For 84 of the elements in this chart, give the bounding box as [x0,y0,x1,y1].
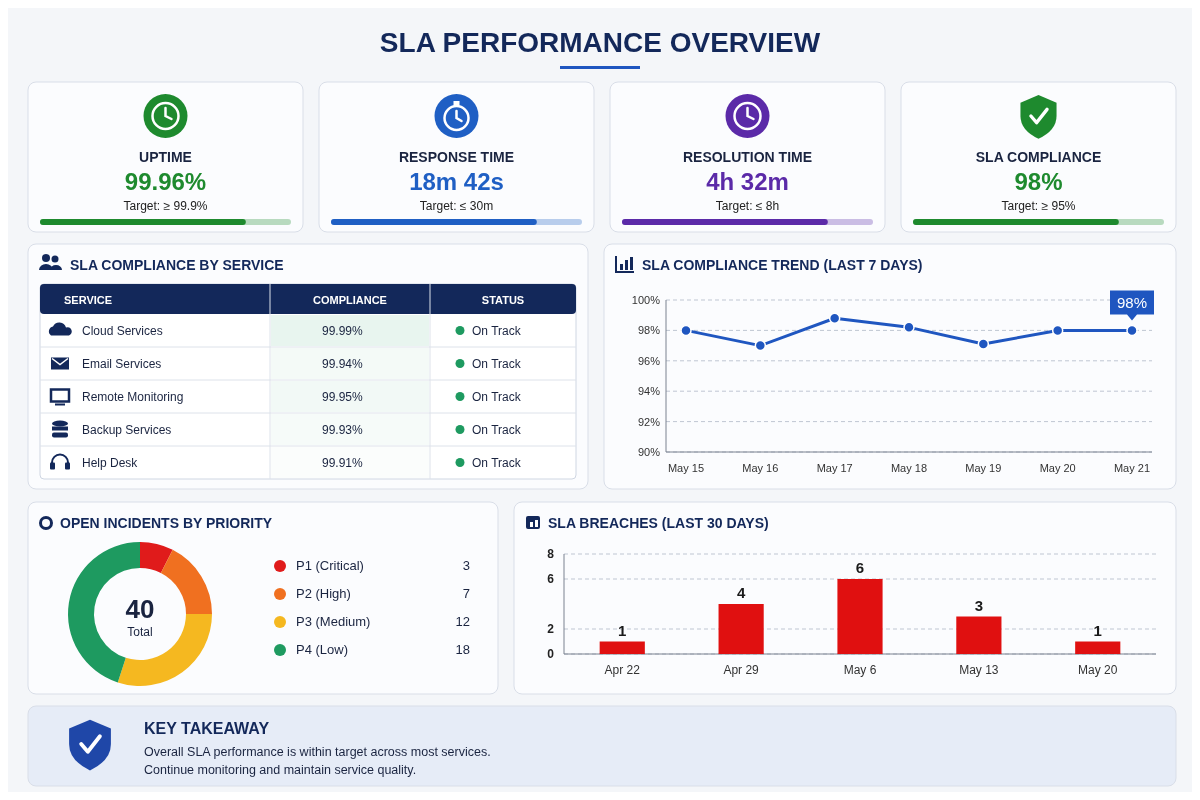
text: 99.96% [124,168,207,195]
y-tick-label: 0 [547,647,555,661]
text: SLA COMPLIANCE [975,149,1102,165]
x-tick-label: May 15 [667,462,705,474]
chart-title: SLA COMPLIANCE BY SERVICE [70,257,284,273]
data-label: 99.91% [322,455,364,470]
y-tick-label: 8 [547,547,555,561]
text: RESOLUTION TIME [682,149,813,165]
y-tick-label: Backup Services [82,422,172,437]
data-label: 1 [1093,621,1102,639]
text: 4h 32m [706,168,789,195]
x-tick-label: May 18 [890,462,928,474]
x-tick-label: May 21 [1113,462,1151,474]
y2-tick-label: On Track [472,389,522,404]
text: Target: ≤ 30m [419,199,494,213]
y2-tick-label: On Track [472,323,522,338]
y-tick-label: 90% [637,446,661,458]
donut-slice [140,542,173,574]
x-tick-label: May 20 [1039,462,1076,474]
x-tick-label: Apr 22 [604,663,641,677]
x-tick-label: May 13 [959,663,999,677]
annotation: STATUS [481,294,525,306]
text: 40 [125,594,155,624]
data-label: 1 [618,621,627,639]
annotation: SERVICE [64,294,113,306]
data-label: 18 [455,642,470,657]
text: Continue monitoring and maintain service quality. [144,763,417,777]
text: RESPONSE TIME [398,149,515,165]
bar [718,604,764,654]
data-label: 3 [974,596,984,614]
bar [956,616,1002,654]
y-tick-label: Help Desk [82,455,139,470]
y2-tick-label: On Track [472,422,522,437]
text: Target: ≥ 95% [1001,199,1076,213]
y-tick-label: Email Services [82,356,162,371]
y2-tick-label: On Track [472,356,522,371]
text: Target: ≤ 8h [715,199,780,213]
y-tick-label: 6 [547,572,555,586]
x-tick-label: May 19 [965,462,1002,474]
y-tick-label: 100% [631,294,661,306]
annotation: 98% [1116,294,1148,312]
y-tick-label: 94% [637,385,661,398]
bar [837,579,883,654]
chart-title: OPEN INCIDENTS BY PRIORITY [60,515,273,531]
bar [599,641,645,654]
donut-slice [160,549,212,614]
x-tick-label: Apr 29 [723,663,760,677]
data-label: 12 [455,614,470,629]
y-tick-label: Cloud Services [82,323,163,338]
data-label: 4 [736,584,746,601]
legend-label: P1 (Critical) [296,558,364,573]
text: SLA PERFORMANCE OVERVIEW [379,27,821,58]
point [977,338,990,350]
x-tick-label: May 20 [1078,663,1118,677]
data-label: 99.94% [322,356,364,371]
y-tick-label: 96% [637,354,661,367]
data-label: 3 [462,558,470,573]
text: Overall SLA performance is within target across most services. [144,745,491,759]
x-tick-label: May 16 [742,462,779,474]
text: Target: ≥ 99.9% [123,199,208,213]
legend-label: P4 (Low) [296,642,349,657]
legend-label: P3 (Medium) [296,614,371,629]
legend-label: P2 (High) [296,586,351,601]
y-tick-label: 98% [637,324,661,337]
y-tick-label: 2 [547,622,555,636]
x-tick-label: May 17 [816,462,853,474]
text: KEY TAKEAWAY [144,720,270,737]
y2-tick-label: On Track [472,455,522,470]
x-tick-label: May 6 [843,663,877,677]
y-tick-label: 92% [637,415,661,428]
text: 18m 42s [409,168,504,195]
text: UPTIME [139,149,192,165]
data-label: 99.99% [322,323,364,338]
data-label: 99.95% [322,389,364,404]
y-tick-label: Remote Monitoring [82,389,184,404]
text: 98% [1014,168,1063,195]
bar [1075,641,1121,654]
text: Total [127,625,153,639]
x-tick-label: COMPLIANCE [313,294,387,306]
data-label: 7 [462,586,470,601]
data-label: 99.93% [322,422,364,437]
chart-title: SLA BREACHES (LAST 30 DAYS) [548,515,769,531]
chart-title: SLA COMPLIANCE TREND (LAST 7 DAYS) [642,257,923,273]
data-label: 6 [855,559,865,576]
